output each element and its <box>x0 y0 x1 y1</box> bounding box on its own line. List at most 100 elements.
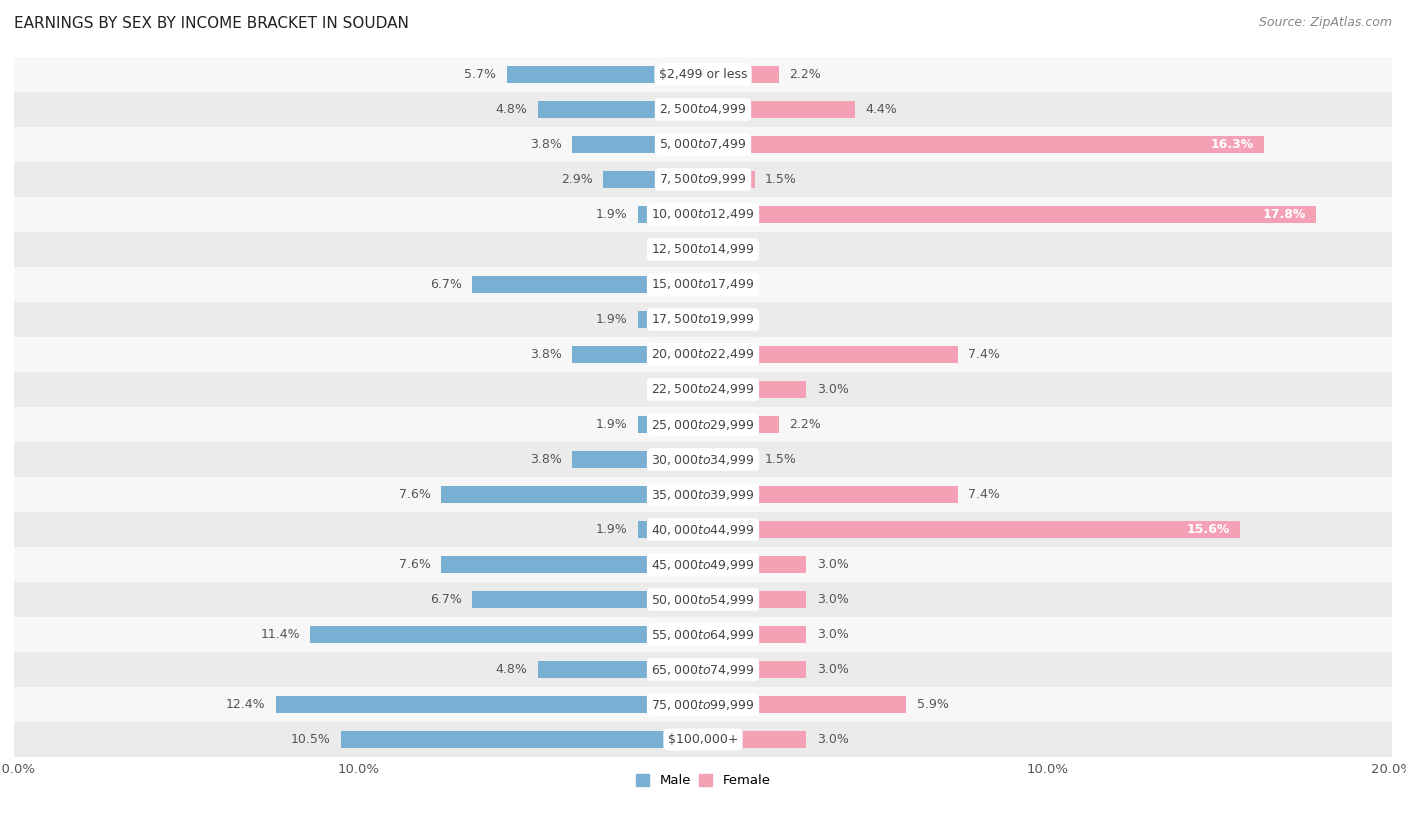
Text: 3.0%: 3.0% <box>817 628 849 641</box>
Bar <box>703 171 755 188</box>
Bar <box>14 267 1392 302</box>
Bar <box>472 591 703 608</box>
Text: $15,000 to $17,499: $15,000 to $17,499 <box>651 278 755 291</box>
Text: 5.7%: 5.7% <box>464 68 496 81</box>
Text: 1.9%: 1.9% <box>596 313 627 326</box>
Bar <box>703 521 1240 538</box>
Legend: Male, Female: Male, Female <box>630 768 776 792</box>
Bar <box>703 136 1264 153</box>
Text: $2,500 to $4,999: $2,500 to $4,999 <box>659 103 747 116</box>
Text: $5,000 to $7,499: $5,000 to $7,499 <box>659 138 747 151</box>
Text: 1.5%: 1.5% <box>765 453 797 466</box>
Bar <box>537 661 703 678</box>
Bar <box>14 652 1392 687</box>
Bar <box>637 521 703 538</box>
Text: 12.4%: 12.4% <box>226 698 266 711</box>
Text: 7.4%: 7.4% <box>969 488 1000 501</box>
Text: EARNINGS BY SEX BY INCOME BRACKET IN SOUDAN: EARNINGS BY SEX BY INCOME BRACKET IN SOU… <box>14 16 409 31</box>
Text: $30,000 to $34,999: $30,000 to $34,999 <box>651 453 755 466</box>
Text: 5.9%: 5.9% <box>917 698 949 711</box>
Text: 2.9%: 2.9% <box>561 173 593 186</box>
Bar <box>14 442 1392 477</box>
Bar <box>703 591 807 608</box>
Bar <box>342 731 703 748</box>
Bar <box>603 171 703 188</box>
Text: 3.8%: 3.8% <box>530 348 562 361</box>
Text: Source: ZipAtlas.com: Source: ZipAtlas.com <box>1258 16 1392 29</box>
Bar <box>703 626 807 643</box>
Bar <box>14 512 1392 547</box>
Bar <box>14 162 1392 197</box>
Text: 0.0%: 0.0% <box>713 313 745 326</box>
Bar <box>703 486 957 503</box>
Text: 3.0%: 3.0% <box>817 663 849 676</box>
Text: 3.0%: 3.0% <box>817 733 849 746</box>
Bar <box>311 626 703 643</box>
Text: 1.9%: 1.9% <box>596 208 627 221</box>
Text: 7.6%: 7.6% <box>399 558 430 571</box>
Bar <box>703 66 779 83</box>
Text: 16.3%: 16.3% <box>1211 138 1254 151</box>
Bar <box>14 547 1392 582</box>
Text: $12,500 to $14,999: $12,500 to $14,999 <box>651 243 755 256</box>
Bar <box>703 556 807 573</box>
Bar <box>637 416 703 433</box>
Text: 6.7%: 6.7% <box>430 278 461 291</box>
Bar <box>703 346 957 363</box>
Text: 0.0%: 0.0% <box>661 383 693 396</box>
Text: 1.5%: 1.5% <box>765 173 797 186</box>
Text: $20,000 to $22,499: $20,000 to $22,499 <box>651 348 755 361</box>
Text: 17.8%: 17.8% <box>1263 208 1306 221</box>
Text: $45,000 to $49,999: $45,000 to $49,999 <box>651 558 755 571</box>
Text: $50,000 to $54,999: $50,000 to $54,999 <box>651 593 755 606</box>
Text: 3.8%: 3.8% <box>530 453 562 466</box>
Text: $2,499 or less: $2,499 or less <box>659 68 747 81</box>
Text: 3.0%: 3.0% <box>817 593 849 606</box>
Bar <box>441 556 703 573</box>
Text: 10.5%: 10.5% <box>291 733 330 746</box>
Bar <box>14 582 1392 617</box>
Bar <box>703 731 807 748</box>
Bar <box>276 696 703 713</box>
Bar <box>703 416 779 433</box>
Bar <box>637 206 703 223</box>
Bar <box>472 276 703 293</box>
Text: $7,500 to $9,999: $7,500 to $9,999 <box>659 173 747 186</box>
Text: $35,000 to $39,999: $35,000 to $39,999 <box>651 488 755 501</box>
Text: 7.4%: 7.4% <box>969 348 1000 361</box>
Bar <box>14 57 1392 92</box>
Bar <box>14 407 1392 442</box>
Text: 1.9%: 1.9% <box>596 523 627 536</box>
Text: 7.6%: 7.6% <box>399 488 430 501</box>
Bar <box>572 136 703 153</box>
Text: $10,000 to $12,499: $10,000 to $12,499 <box>651 208 755 221</box>
Text: $40,000 to $44,999: $40,000 to $44,999 <box>651 523 755 536</box>
Bar <box>703 696 907 713</box>
Text: $25,000 to $29,999: $25,000 to $29,999 <box>651 418 755 431</box>
Text: 3.8%: 3.8% <box>530 138 562 151</box>
Bar <box>572 451 703 468</box>
Text: $22,500 to $24,999: $22,500 to $24,999 <box>651 383 755 396</box>
Bar <box>14 302 1392 337</box>
Bar <box>14 722 1392 757</box>
Text: 1.9%: 1.9% <box>596 418 627 431</box>
Bar <box>14 687 1392 722</box>
Bar <box>14 92 1392 127</box>
Bar <box>537 101 703 118</box>
Text: $100,000+: $100,000+ <box>668 733 738 746</box>
Bar <box>14 232 1392 267</box>
Bar <box>14 197 1392 232</box>
Text: 0.0%: 0.0% <box>661 243 693 256</box>
Text: 4.4%: 4.4% <box>865 103 897 116</box>
Text: $75,000 to $99,999: $75,000 to $99,999 <box>651 698 755 711</box>
Bar <box>14 337 1392 372</box>
Text: 0.0%: 0.0% <box>713 243 745 256</box>
Text: 15.6%: 15.6% <box>1187 523 1230 536</box>
Bar <box>14 617 1392 652</box>
Bar <box>441 486 703 503</box>
Text: 2.2%: 2.2% <box>789 418 821 431</box>
Text: 11.4%: 11.4% <box>260 628 299 641</box>
Text: $55,000 to $64,999: $55,000 to $64,999 <box>651 628 755 641</box>
Bar <box>14 477 1392 512</box>
Bar <box>703 381 807 398</box>
